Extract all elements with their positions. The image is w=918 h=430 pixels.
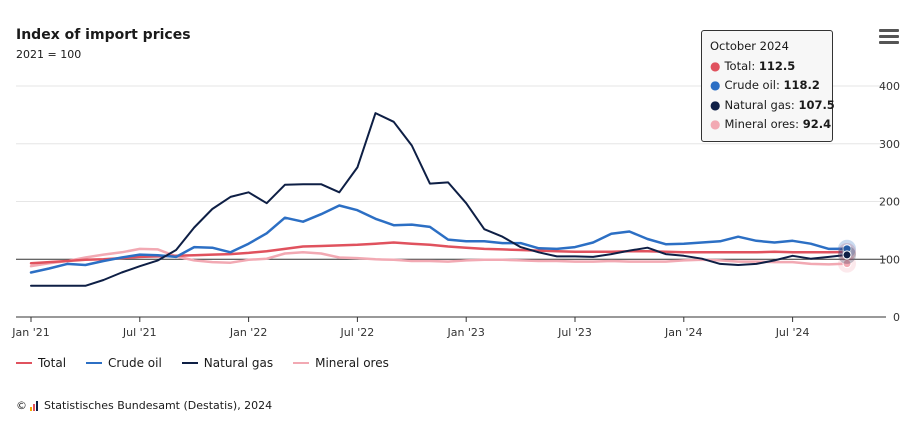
tooltip-label: Crude oil:	[724, 78, 780, 92]
mineral-ores-series-line	[29, 247, 849, 268]
x-tick-label: Jan '21	[11, 326, 49, 339]
mineral-ores-dot-icon: ●	[710, 117, 721, 131]
tooltip-row-natural-gas: ● Natural gas: 107.5	[710, 96, 835, 116]
legend-line-swatch	[16, 362, 32, 364]
hamburger-menu-icon[interactable]	[879, 29, 899, 47]
tooltip-label: Natural gas:	[724, 97, 795, 112]
tooltip-heading: October 2024	[710, 39, 789, 53]
crude-oil-dot-icon: ●	[710, 78, 721, 92]
tooltip-label: Mineral ores:	[724, 117, 800, 131]
y-tick-label: 0	[893, 311, 900, 324]
x-tick-label: Jul '23	[557, 326, 592, 339]
natural-gas-dot-icon: ●	[710, 97, 721, 112]
total-dot-icon: ●	[710, 58, 721, 73]
tooltip-row-mineral-ores: ● Mineral ores: 92.4	[710, 115, 831, 135]
chart-subtitle: 2021 = 100	[16, 48, 82, 61]
x-tick-label: Jan '23	[446, 326, 484, 339]
credit-text: Statistisches Bundesamt (Destatis), 2024	[44, 399, 273, 412]
tooltip-row-crude-oil: ● Crude oil: 118.2	[710, 76, 824, 96]
tooltip-row-total: ● Total: 112.5	[710, 57, 824, 77]
y-tick-label: 300	[879, 138, 900, 151]
legend-label: Mineral ores	[315, 356, 389, 370]
legend-label: Natural gas	[203, 356, 274, 370]
legend-line-swatch	[293, 362, 310, 364]
y-tick-label: 400	[879, 80, 900, 93]
legend-label: Total	[38, 356, 67, 370]
copyright-symbol: ©	[16, 399, 27, 412]
menu-bar	[879, 41, 899, 44]
legend-line-swatch	[86, 362, 103, 364]
x-tick-label: Jan '24	[664, 326, 702, 339]
credit: © Statistisches Bundesamt (Destatis), 20…	[16, 399, 272, 412]
destatis-logo-icon	[30, 400, 39, 411]
legend-label: Crude oil	[108, 356, 162, 370]
x-tick-label: Jan '22	[229, 326, 267, 339]
menu-bar	[879, 35, 899, 38]
tooltip-value: 112.5	[758, 58, 796, 73]
tooltip-value: 118.2	[783, 78, 820, 92]
y-tick-label: 200	[879, 196, 900, 209]
legend-item-mineral-ores[interactable]: Mineral ores	[293, 356, 389, 370]
legend: Total Crude oil Natural gas Mineral ores	[16, 356, 409, 370]
legend-item-natural-gas[interactable]: Natural gas	[181, 356, 274, 370]
tooltip-value: 92.4	[802, 117, 832, 131]
x-tick-label: Jul '21	[122, 326, 157, 339]
legend-line-swatch	[181, 362, 198, 364]
menu-bar	[879, 29, 899, 32]
tooltip-label: Total:	[724, 58, 756, 73]
x-tick-label: Jul '22	[340, 326, 375, 339]
natural-gas-series-line	[30, 112, 848, 287]
x-tick-label: Jul '24	[775, 326, 810, 339]
mineral-ores-last-point	[842, 259, 852, 269]
legend-item-crude-oil[interactable]: Crude oil	[86, 356, 162, 370]
chart-title: Index of import prices	[16, 27, 191, 43]
legend-item-total[interactable]: Total	[16, 356, 66, 370]
tooltip-value: 107.5	[798, 97, 835, 112]
tooltip: October 2024 ● Total: 112.5 ● Crude oil: 1…	[701, 30, 835, 142]
natural-gas-last-point	[842, 250, 852, 260]
y-tick-label: 100	[879, 253, 900, 266]
